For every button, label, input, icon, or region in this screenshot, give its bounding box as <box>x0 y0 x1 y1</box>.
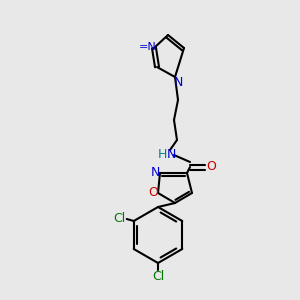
Text: H: H <box>157 148 167 161</box>
Text: N: N <box>166 148 176 161</box>
Text: O: O <box>206 160 216 173</box>
Text: =N: =N <box>139 42 157 52</box>
Text: Cl: Cl <box>152 271 164 284</box>
Text: O: O <box>148 187 158 200</box>
Text: Cl: Cl <box>114 212 126 224</box>
Text: N: N <box>150 167 160 179</box>
Text: N: N <box>173 76 183 89</box>
